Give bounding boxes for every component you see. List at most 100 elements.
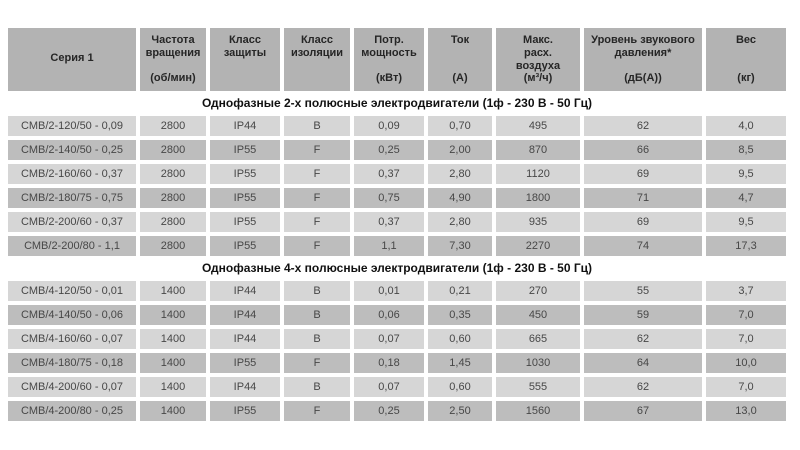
value-cell: F: [284, 400, 350, 421]
col-header-power: Потр. мощность (кВт): [354, 28, 424, 91]
value-cell: 7,0: [706, 328, 786, 349]
table-row: СМВ/4-200/80 - 0,25 1400 IP55 F 0,25 2,50 1560…: [8, 400, 786, 421]
value-cell: 0,60: [428, 328, 492, 349]
value-cell: 2270: [496, 235, 580, 256]
header-row: Серия 1 Частота вращения (об/мин) Класс …: [8, 28, 786, 91]
value-cell: 64: [584, 352, 702, 373]
value-cell: 0,25: [354, 400, 424, 421]
column-label: Макс. расх. воздуха: [515, 34, 561, 72]
value-cell: 1400: [140, 400, 206, 421]
value-cell: 2,50: [428, 400, 492, 421]
value-cell: 2800: [140, 211, 206, 232]
model-cell: СМВ/4-120/50 - 0,01: [8, 280, 136, 301]
model-cell: СМВ/4-180/75 - 0,18: [8, 352, 136, 373]
value-cell: 2800: [140, 235, 206, 256]
value-cell: IP44: [210, 328, 280, 349]
value-cell: IP55: [210, 400, 280, 421]
table-row: СМВ/2-200/60 - 0,37 2800 IP55 F 0,37 2,80 935 6…: [8, 211, 786, 232]
table-row: СМВ/2-180/75 - 0,75 2800 IP55 F 0,75 4,90 1800…: [8, 187, 786, 208]
table-body: Однофазные 2-х полюсные электродвигатели…: [8, 94, 786, 421]
table-row: СМВ/2-200/80 - 1,1 2800 IP55 F 1,1 7,30 2270 74…: [8, 235, 786, 256]
value-cell: B: [284, 115, 350, 136]
col-header-speed: Частота вращения (об/мин): [140, 28, 206, 91]
col-header-airflow: Макс. расх. воздуха (м³/ч): [496, 28, 580, 91]
value-cell: IP44: [210, 280, 280, 301]
value-cell: 2800: [140, 163, 206, 184]
value-cell: 555: [496, 376, 580, 397]
model-cell: СМВ/2-140/50 - 0,25: [8, 139, 136, 160]
table-row: СМВ/4-180/75 - 0,18 1400 IP55 F 0,18 1,45 1030…: [8, 352, 786, 373]
value-cell: 0,18: [354, 352, 424, 373]
value-cell: B: [284, 328, 350, 349]
value-cell: 1120: [496, 163, 580, 184]
model-cell: СМВ/2-200/80 - 1,1: [8, 235, 136, 256]
column-label: Класс изоляции: [290, 34, 344, 59]
column-unit: (дБ(А)): [624, 71, 662, 84]
value-cell: 1030: [496, 352, 580, 373]
value-cell: IP44: [210, 115, 280, 136]
motor-spec-table: Серия 1 Частота вращения (об/мин) Класс …: [4, 24, 790, 425]
value-cell: 59: [584, 304, 702, 325]
table-row: СМВ/2-140/50 - 0,25 2800 IP55 F 0,25 2,00 870 6…: [8, 139, 786, 160]
table-row: СМВ/2-120/50 - 0,09 2800 IP44 B 0,09 0,70 495 6…: [8, 115, 786, 136]
value-cell: 1400: [140, 352, 206, 373]
value-cell: 0,21: [428, 280, 492, 301]
section-title: Однофазные 2-х полюсные электродвигатели…: [8, 94, 786, 112]
value-cell: 1400: [140, 376, 206, 397]
value-cell: 4,0: [706, 115, 786, 136]
value-cell: 0,07: [354, 328, 424, 349]
value-cell: 62: [584, 115, 702, 136]
column-label: Класс защиты: [223, 34, 267, 59]
value-cell: 9,5: [706, 163, 786, 184]
value-cell: 0,60: [428, 376, 492, 397]
value-cell: 2,80: [428, 211, 492, 232]
value-cell: IP55: [210, 163, 280, 184]
column-unit: (кг): [737, 71, 755, 84]
value-cell: 55: [584, 280, 702, 301]
value-cell: 495: [496, 115, 580, 136]
value-cell: 66: [584, 139, 702, 160]
value-cell: 13,0: [706, 400, 786, 421]
column-label: Уровень звукового давления*: [591, 34, 695, 59]
value-cell: 4,90: [428, 187, 492, 208]
value-cell: IP55: [210, 352, 280, 373]
value-cell: B: [284, 304, 350, 325]
col-header-current: Ток (А): [428, 28, 492, 91]
col-header-weight: Вес (кг): [706, 28, 786, 91]
value-cell: 69: [584, 163, 702, 184]
value-cell: 62: [584, 376, 702, 397]
model-cell: СМВ/2-200/60 - 0,37: [8, 211, 136, 232]
value-cell: IP55: [210, 187, 280, 208]
value-cell: 71: [584, 187, 702, 208]
value-cell: F: [284, 352, 350, 373]
value-cell: 0,09: [354, 115, 424, 136]
model-cell: СМВ/2-180/75 - 0,75: [8, 187, 136, 208]
section-title-row: Однофазные 2-х полюсные электродвигатели…: [8, 94, 786, 112]
value-cell: 0,07: [354, 376, 424, 397]
value-cell: 17,3: [706, 235, 786, 256]
value-cell: 2,00: [428, 139, 492, 160]
value-cell: 3,7: [706, 280, 786, 301]
value-cell: 1,1: [354, 235, 424, 256]
value-cell: 7,30: [428, 235, 492, 256]
value-cell: B: [284, 280, 350, 301]
value-cell: 2800: [140, 187, 206, 208]
value-cell: 10,0: [706, 352, 786, 373]
model-cell: СМВ/2-120/50 - 0,09: [8, 115, 136, 136]
value-cell: 2800: [140, 115, 206, 136]
value-cell: 450: [496, 304, 580, 325]
table-row: СМВ/4-160/60 - 0,07 1400 IP44 B 0,07 0,60 665 6…: [8, 328, 786, 349]
value-cell: 74: [584, 235, 702, 256]
value-cell: 2,80: [428, 163, 492, 184]
column-label: Ток: [450, 34, 470, 46]
value-cell: 935: [496, 211, 580, 232]
value-cell: 1400: [140, 328, 206, 349]
value-cell: 270: [496, 280, 580, 301]
column-unit: (м³/ч): [523, 71, 553, 84]
value-cell: 665: [496, 328, 580, 349]
value-cell: 1400: [140, 280, 206, 301]
value-cell: IP55: [210, 139, 280, 160]
section-title-row: Однофазные 4-х полюсные электродвигатели…: [8, 259, 786, 277]
value-cell: F: [284, 235, 350, 256]
value-cell: IP44: [210, 376, 280, 397]
